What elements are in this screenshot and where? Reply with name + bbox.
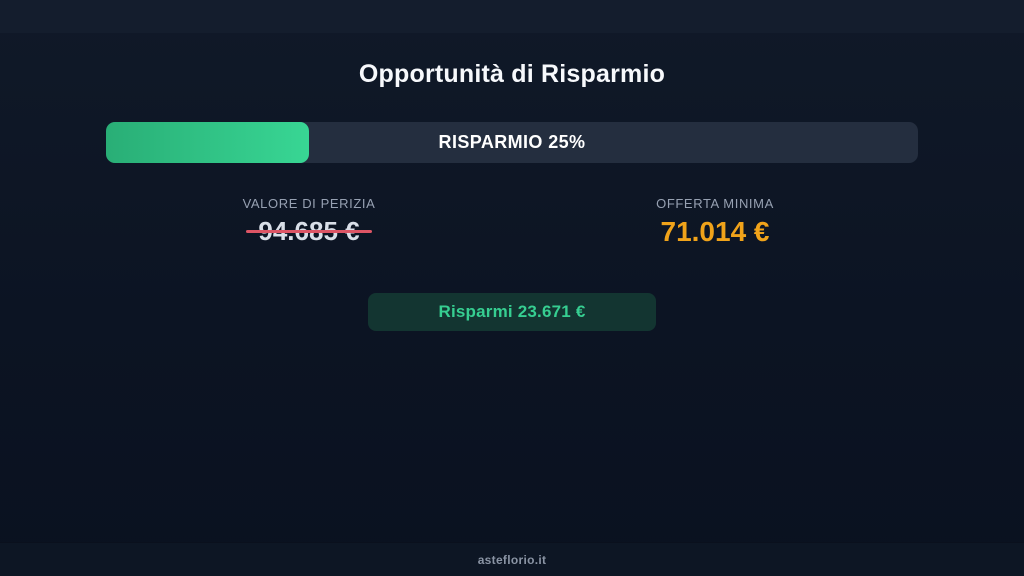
appraisal-value-struck: 94.685 €: [258, 216, 360, 246]
progress-label: RISPARMIO 25%: [438, 132, 586, 152]
stat-appraisal-value: VALORE DI PERIZIA 94.685 €: [106, 196, 512, 248]
appraisal-label: VALORE DI PERIZIA: [242, 196, 376, 211]
savings-badge: Risparmi 23.671 €: [368, 293, 656, 331]
footer-watermark: asteflorio.it: [477, 552, 547, 567]
savings-card: Opportunità di Risparmio RISPARMIO 25% V…: [106, 34, 918, 331]
page-title: Opportunità di Risparmio: [358, 60, 666, 88]
top-bar: [0, 0, 1024, 34]
stat-minimum-offer: OFFERTA MINIMA 71.014 €: [512, 196, 918, 248]
minimum-offer-label: OFFERTA MINIMA: [656, 196, 774, 211]
stats-row: VALORE DI PERIZIA 94.685 € OFFERTA MINIM…: [106, 196, 918, 248]
appraisal-value-wrap: 94.685 €: [256, 216, 361, 247]
progress-fill: [106, 122, 309, 163]
badge-row: Risparmi 23.671 €: [106, 293, 918, 331]
savings-progress-bar: RISPARMIO 25%: [106, 122, 918, 163]
minimum-offer-value: 71.014 €: [660, 216, 770, 247]
main-content: Opportunità di Risparmio RISPARMIO 25% V…: [0, 34, 1024, 542]
footer-bar: asteflorio.it: [0, 542, 1024, 576]
